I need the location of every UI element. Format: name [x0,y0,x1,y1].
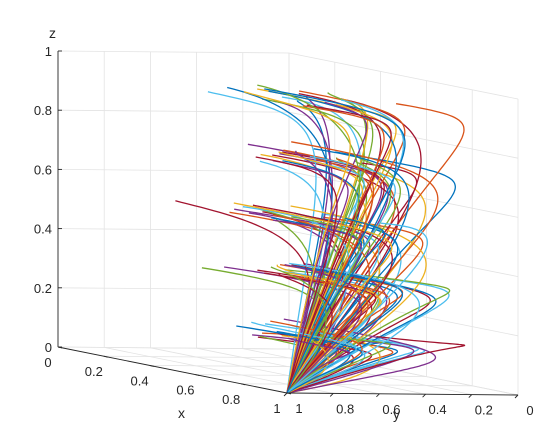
trajectory-96 [286,335,391,394]
x-tick-mark-5 [286,392,292,395]
trajectories [175,84,466,394]
y-tick-mark-1 [468,394,473,398]
grid-xz-horizontal-5 [288,52,519,100]
grid-yz-horizontal-3 [57,169,290,172]
z-tick-label-3: 0.6 [34,162,52,177]
trajectory-117 [270,266,327,394]
trajectory-114 [286,158,375,394]
z-tick-label-4: 0.8 [34,103,52,118]
x-tick-label-4: 0.8 [222,392,240,407]
trajectory-82 [286,274,451,394]
y-tick-mark-4 [329,393,334,397]
trajectory-118 [286,222,429,394]
grid-yz-horizontal-1 [57,287,290,291]
tick-labels: 0 0.2 0.4 0.6 0.8 1 0 0.2 0.4 0.6 0.8 1 0 0.2 0.4 0.6 0.… [34,44,534,418]
trajectory-89 [286,157,401,394]
trajectory-112 [278,273,333,394]
z-tick-label-1: 0.2 [34,281,52,296]
x-tick-label-2: 0.4 [131,373,149,388]
trajectory-31 [286,326,381,394]
y-tick-mark-0 [514,394,519,399]
grid-xy-y-3 [150,347,380,395]
trajectory-55 [207,91,317,394]
y-axis-label: y [393,406,400,422]
grid-xy-x-0 [57,346,290,350]
y-axis-line [286,392,519,396]
x-tick-mark-3 [195,374,200,377]
trajectory-119 [255,156,338,394]
grid-xy-x-2 [149,365,381,368]
trajectory-113 [286,217,386,394]
wall-yz [58,51,289,349]
grid-yz-horizontal-5 [57,50,290,54]
z-axis-label: z [49,25,56,41]
axes-frame [57,50,519,399]
x-tick-label-5: 1 [273,401,280,416]
grid-xy-x-4 [241,383,473,387]
x-tick-label-3: 0.6 [176,383,194,398]
x-tick-mark-4 [241,383,246,386]
x-tick-label-1: 0.2 [85,364,103,379]
y-tick-mark-3 [376,393,380,398]
z-tick-label-0: 0 [45,340,52,355]
y-tick-mark-5 [283,392,288,397]
grid-yz-horizontal-4 [57,109,290,113]
trajectory-84 [286,162,418,394]
trajectory-62 [286,277,450,394]
trajectory-29 [286,151,456,394]
y-tick-label-5: 1 [295,401,302,416]
trajectory-41 [265,323,420,394]
y-tick-label-0: 0 [526,403,533,418]
x-tick-label-0: 0 [44,355,51,370]
trajectory-91 [286,335,466,394]
y-tick-label-3: 0.6 [382,402,400,417]
trajectory-58 [286,216,424,394]
trajectory-109 [272,159,349,394]
trajectory-111 [251,321,357,394]
trajectory-106 [276,330,363,394]
trajectory-115 [243,91,351,394]
trajectory-80 [257,88,393,394]
grid-xz-horizontal-3 [288,171,519,218]
grid-yz-horizontal-2 [57,228,290,231]
trajectory-92 [286,268,404,394]
trajectory-46 [283,318,437,394]
z-tick-label-2: 0.4 [34,222,52,237]
trajectory-108 [233,202,393,394]
x-axis-line [57,346,288,394]
trajectory-120 [264,88,406,394]
trajectory-83 [242,206,351,394]
y-tick-label-1: 0.2 [475,403,493,418]
trajectory-99 [286,148,410,394]
wall-xy [58,347,518,395]
trajectory-37 [279,263,404,394]
x-tick-mark-1 [103,355,108,358]
x-tick-mark-2 [149,364,154,367]
z-tick-label-5: 1 [45,44,52,59]
y-tick-label-2: 0.4 [429,402,447,417]
trajectory-102 [284,263,361,394]
trajectory-105 [286,104,392,394]
y-tick-mark-2 [422,393,426,398]
y-tick-label-4: 0.8 [336,401,354,416]
x-axis-label: x [178,405,185,421]
